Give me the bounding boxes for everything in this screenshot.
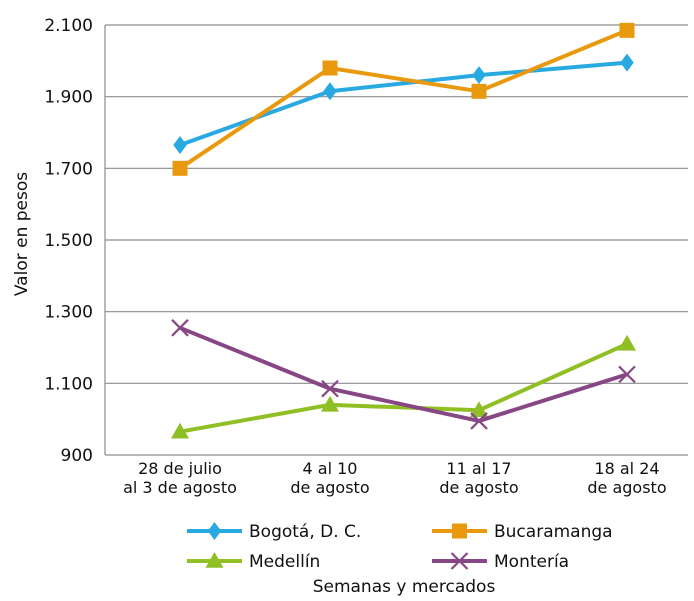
x-marker <box>321 379 339 398</box>
y-tick-label: 1.100 <box>44 374 93 394</box>
x-tick-label: 18 al 24 <box>594 459 659 478</box>
series <box>171 334 636 439</box>
legend-label: Medellín <box>249 552 320 572</box>
x-marker <box>470 412 488 430</box>
series-line <box>179 342 628 434</box>
legend: Bogotá, D. C. Bucaramanga Medellín Montería <box>187 522 613 572</box>
square-marker <box>322 60 338 76</box>
legend-item: Medellín <box>187 552 320 572</box>
y-tick-label: 1.900 <box>44 88 93 108</box>
triangle-marker <box>470 401 488 417</box>
diamond-marker <box>472 66 486 85</box>
square-marker <box>471 83 487 99</box>
y-axis: 900 1.100 1.300 1.500 1.700 1.900 2.100 <box>44 16 106 466</box>
diamond-marker <box>173 136 187 155</box>
y-tick-label: 1.500 <box>44 231 93 251</box>
y-tick-label: 1.700 <box>44 159 93 179</box>
legend-label: Bucaramanga <box>494 522 613 542</box>
diamond-marker <box>323 82 337 101</box>
square-marker <box>452 523 467 539</box>
triangle-marker <box>321 395 339 412</box>
triangle-marker <box>205 552 224 568</box>
series-line <box>179 325 628 423</box>
legend-item: Montería <box>432 552 569 572</box>
x-marker <box>171 319 189 337</box>
legend-item: Bucaramanga <box>432 522 613 542</box>
square-marker <box>619 22 635 38</box>
x-tick-label: 11 al 17 <box>446 459 511 478</box>
series <box>171 319 636 430</box>
series <box>173 53 634 155</box>
x-tick-label: de agosto <box>290 478 369 497</box>
x-tick-label: 28 de julio <box>138 459 222 478</box>
y-tick-label: 900 <box>61 446 93 466</box>
legend-item: Bogotá, D. C. <box>187 522 361 542</box>
series <box>172 22 635 176</box>
series-line <box>179 60 628 147</box>
x-axis-title: Semanas y mercados <box>313 577 496 597</box>
x-tick-label: 4 al 10 <box>303 459 358 478</box>
x-marker <box>450 552 469 570</box>
square-marker <box>172 160 188 176</box>
grid-lines <box>105 24 688 456</box>
legend-label: Bogotá, D. C. <box>249 522 361 542</box>
diamond-marker <box>620 53 634 72</box>
x-tick-label: de agosto <box>439 478 518 497</box>
diamond-marker <box>207 522 222 540</box>
y-tick-label: 1.300 <box>44 303 93 323</box>
x-tick-label: de agosto <box>587 478 666 497</box>
triangle-marker <box>618 334 636 351</box>
series-line <box>178 28 628 170</box>
triangle-marker <box>171 422 189 439</box>
y-axis-title: Valor en pesos <box>12 172 32 296</box>
x-tick-label: al 3 de agosto <box>123 478 237 497</box>
x-marker <box>618 365 636 384</box>
legend-label: Montería <box>494 552 569 572</box>
series-group <box>171 22 636 439</box>
y-tick-label: 2.100 <box>44 16 93 36</box>
